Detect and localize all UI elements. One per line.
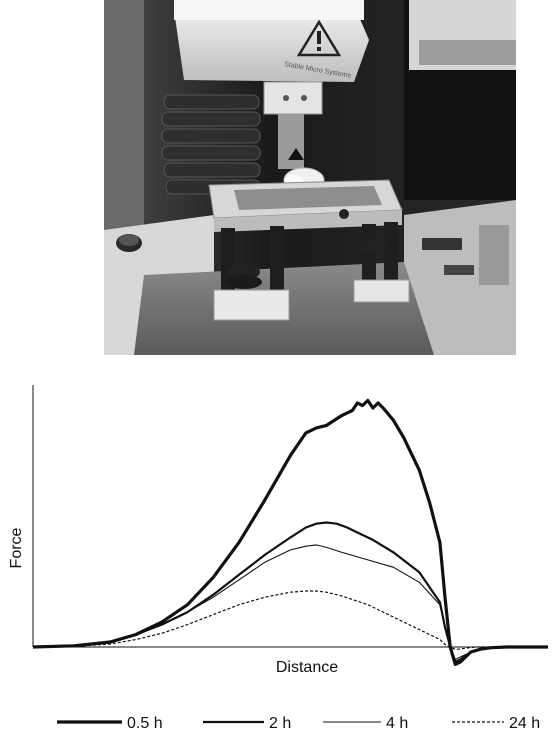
legend-label-0: 0.5 h	[127, 715, 163, 732]
series-line-24-h	[32, 590, 548, 651]
series-layer	[32, 398, 548, 666]
force-distance-chart: Force Distance 0.5 h 2 h 4 h 24 h	[8, 385, 548, 732]
legend-label-1: 2 h	[269, 715, 291, 732]
legend: 0.5 h 2 h 4 h 24 h	[57, 715, 540, 732]
x-axis-label: Distance	[276, 659, 338, 676]
series-line-0-5-h	[32, 398, 548, 666]
warning-triangle-icon	[296, 19, 342, 57]
series-line-4-h	[32, 544, 548, 661]
y-axis-label: Force	[8, 527, 25, 568]
legend-label-2: 4 h	[386, 715, 408, 732]
texture-analyser-photo: Stable Micro Systems	[104, 0, 516, 355]
legend-label-3: 24 h	[509, 715, 540, 732]
